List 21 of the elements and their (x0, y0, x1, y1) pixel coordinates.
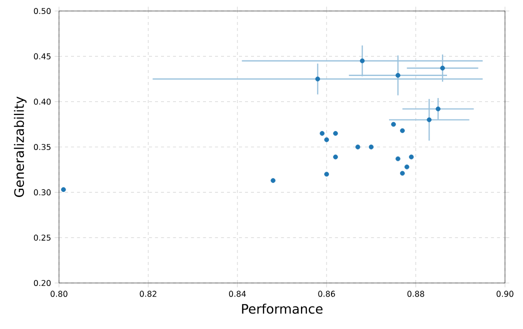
x-tick-label: 0.82 (140, 290, 156, 297)
y-tick-label: 0.30 (34, 189, 51, 196)
point (315, 76, 320, 82)
x-tick-label: 0.84 (229, 290, 246, 297)
point (440, 66, 445, 71)
point (426, 117, 432, 122)
x-tick-label: 0.80 (50, 290, 68, 297)
x-tick-label: 0.86 (318, 290, 335, 297)
x-tick-label: 0.90 (496, 290, 514, 297)
x-axis-title: Performance (242, 304, 322, 314)
y-tick-label: 0.35 (34, 144, 51, 150)
y-axis-title: Generalizability (14, 96, 27, 198)
y-tick-label: 0.45 (34, 53, 51, 60)
y-tick-label: 0.40 (34, 98, 51, 105)
y-tick-label: 0.20 (34, 280, 51, 286)
point (360, 58, 365, 64)
x-tick-label: 0.88 (407, 290, 424, 297)
y-tick-label: 0.50 (34, 8, 51, 14)
point (396, 72, 400, 78)
point (436, 106, 440, 112)
y-tick-label: 0.25 (34, 234, 51, 241)
